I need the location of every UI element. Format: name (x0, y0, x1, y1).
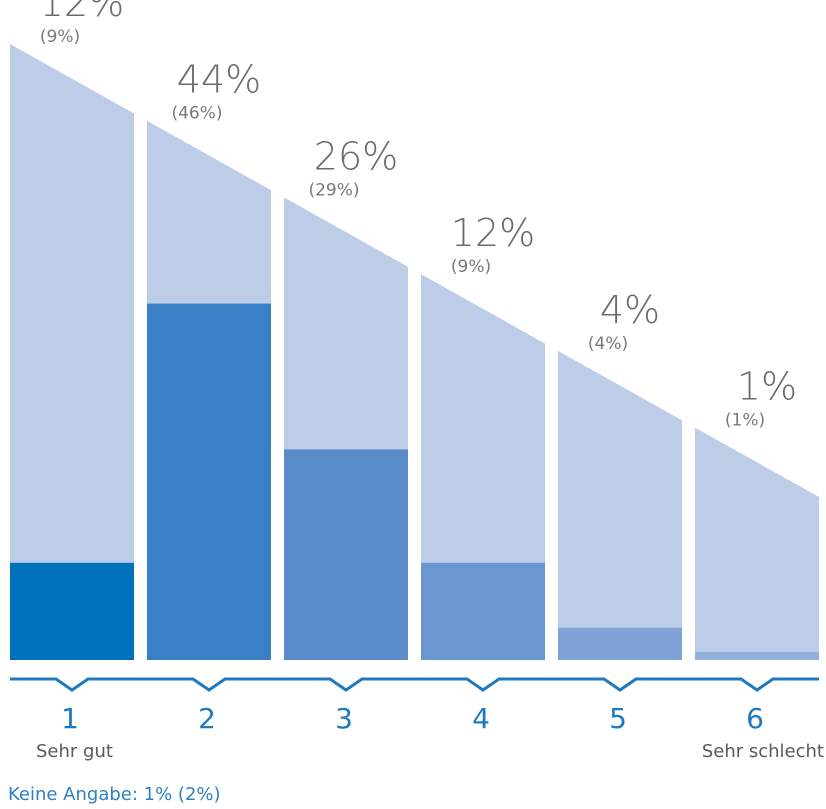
previous-value-label-1: (9%) (40, 27, 80, 47)
previous-value-labels: (9%) (46%) (29%) (9%) (4%) (1%) (40, 27, 765, 431)
value-label-2: 44% (177, 58, 261, 102)
value-bars (10, 303, 819, 660)
footnote-no-answer: Keine Angabe: 1% (2%) (8, 784, 221, 805)
previous-value-label-3: (29%) (308, 180, 359, 200)
value-label-1: 12% (40, 0, 124, 25)
background-bar-1 (10, 44, 134, 660)
grade-3: 3 (335, 702, 353, 735)
grade-4: 4 (472, 702, 490, 735)
previous-value-label-6: (1%) (725, 411, 765, 431)
value-label-3: 26% (314, 134, 398, 178)
grade-5: 5 (609, 702, 627, 735)
grade-1: 1 (61, 702, 79, 735)
scale-line (10, 677, 819, 692)
grade-6: 6 (746, 702, 764, 735)
value-label-6: 1% (737, 365, 797, 409)
grade-2: 2 (198, 702, 216, 735)
bar-3 (284, 449, 408, 660)
previous-value-label-4: (9%) (451, 257, 491, 277)
background-bar-6 (695, 427, 819, 660)
scale-label-last: Sehr schlecht (702, 741, 824, 762)
value-labels: 12% 44% 26% 12% 4% 1% (40, 0, 797, 409)
bar-4 (421, 562, 545, 660)
previous-value-label-2: (46%) (171, 104, 222, 124)
scale-label-first: Sehr gut (36, 741, 113, 762)
value-label-5: 4% (600, 288, 660, 332)
bar-1 (10, 562, 134, 660)
bar-2 (147, 303, 271, 660)
previous-value-label-5: (4%) (588, 334, 628, 354)
value-label-4: 12% (451, 211, 535, 255)
background-bar-5 (558, 350, 682, 660)
bar-6 (695, 651, 819, 660)
grade-labels: 1 2 3 4 5 6 (61, 702, 764, 735)
bar-5 (558, 627, 682, 660)
